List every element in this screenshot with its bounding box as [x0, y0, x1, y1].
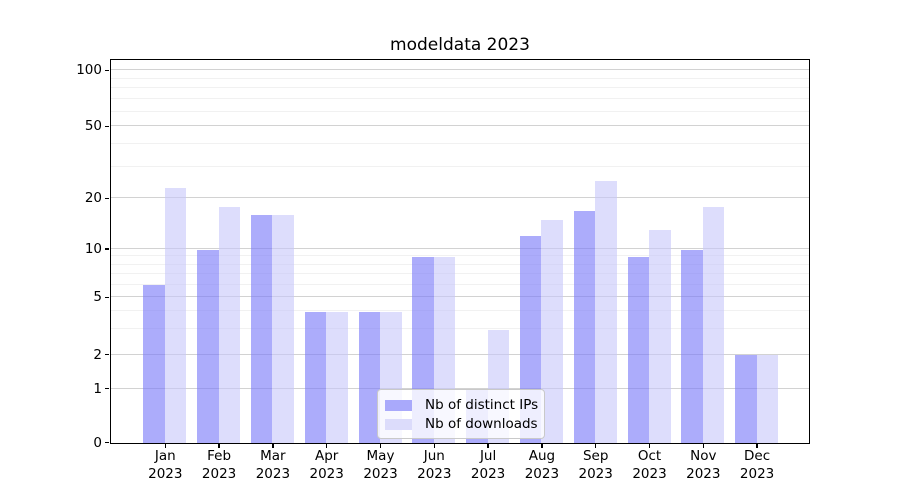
x-tick-mark [379, 444, 382, 448]
minor-gridline [111, 165, 809, 167]
x-tick-mark [756, 444, 758, 448]
y-tick-label: 10 [84, 241, 102, 258]
major-gridline [111, 248, 809, 250]
x-tick-label-jan: Jan 2023 [148, 448, 183, 482]
y-tick-label: 20 [84, 190, 102, 207]
major-gridline [111, 296, 809, 298]
legend: Nb of distinct IPs Nb of downloads [377, 389, 545, 439]
minor-gridline [111, 255, 809, 257]
legend-entry-distinct-ips: Nb of distinct IPs [385, 397, 539, 414]
legend-entry-downloads: Nb of downloads [385, 416, 538, 433]
x-tick-mark [702, 444, 705, 448]
x-tick-mark [164, 444, 167, 448]
x-tick-label-may: May 2023 [363, 448, 398, 482]
bar-downloads-mar [272, 215, 294, 443]
bar-ips-apr [304, 311, 327, 443]
y-tick-label: 0 [93, 434, 102, 451]
minor-gridline [111, 142, 809, 144]
y-tick-label: 50 [84, 118, 102, 135]
major-gridline [111, 387, 809, 389]
y-tick-mark [105, 125, 109, 128]
legend-label: Nb of distinct IPs [425, 397, 539, 413]
y-tick-mark [105, 69, 109, 72]
x-tick-mark [218, 444, 220, 448]
x-tick-label-dec: Dec 2023 [739, 448, 775, 482]
x-tick-mark [541, 444, 543, 448]
major-gridline [111, 125, 809, 127]
legend-label: Nb of downloads [425, 416, 538, 432]
major-gridline [111, 197, 809, 199]
bar-downloads-sep [595, 181, 617, 443]
bar-ips-oct [627, 256, 649, 443]
bar-downloads-aug [541, 219, 563, 443]
minor-gridline [111, 98, 809, 100]
bar-ips-nov [681, 249, 703, 443]
legend-swatch-downloads [385, 419, 412, 430]
bar-ips-mar [250, 215, 273, 443]
minor-gridline [111, 310, 809, 312]
y-tick-mark [105, 296, 109, 299]
x-tick-mark [433, 444, 436, 448]
x-tick-mark [648, 444, 651, 448]
bar-downloads-feb [218, 206, 241, 443]
x-tick-label-jul: Jul 2023 [470, 448, 506, 482]
x-tick-label-jun: Jun 2023 [417, 448, 452, 482]
minor-gridline [111, 87, 809, 89]
bar-downloads-nov [702, 206, 725, 443]
bar-ips-jan [143, 285, 165, 443]
y-tick-label: 1 [93, 380, 102, 397]
legend-swatch-distinct-ips [385, 400, 412, 411]
plot-area [110, 59, 810, 444]
y-tick-mark [105, 353, 109, 356]
y-tick-mark [105, 441, 109, 444]
bar-ips-feb [197, 249, 219, 443]
minor-gridline [111, 110, 809, 112]
x-tick-label-oct: Oct 2023 [632, 448, 667, 482]
y-tick-label: 5 [93, 289, 102, 306]
x-tick-label-apr: Apr 2023 [309, 448, 344, 482]
minor-gridline [111, 272, 809, 274]
major-gridline [111, 353, 809, 355]
bar-downloads-apr [326, 311, 348, 443]
y-tick-mark [105, 248, 109, 250]
x-tick-mark [487, 444, 489, 448]
x-tick-label-aug: Aug 2023 [524, 448, 560, 482]
bar-downloads-jan [164, 187, 187, 443]
x-tick-label-feb: Feb 2023 [201, 448, 237, 482]
major-gridline [111, 69, 809, 71]
x-tick-label-mar: Mar 2023 [255, 448, 291, 482]
x-tick-mark [325, 444, 328, 448]
minor-gridline [111, 328, 809, 330]
x-tick-label-sep: Sep 2023 [578, 448, 613, 482]
bar-ips-sep [573, 210, 596, 443]
y-tick-label: 100 [76, 62, 102, 79]
minor-gridline [111, 263, 809, 265]
bar-downloads-oct [649, 230, 671, 443]
chart-title: modeldata 2023 [390, 35, 530, 55]
bar-ips-dec [735, 355, 757, 443]
minor-gridline [111, 77, 809, 79]
bar-downloads-dec [756, 355, 779, 443]
y-tick-mark [105, 197, 109, 200]
x-tick-mark [594, 444, 597, 448]
y-tick-label: 2 [93, 346, 102, 363]
x-tick-mark [272, 444, 274, 448]
minor-gridline [111, 283, 809, 285]
bar-ips-may [358, 311, 380, 443]
x-tick-label-nov: Nov 2023 [686, 448, 721, 482]
y-tick-mark [105, 387, 109, 390]
